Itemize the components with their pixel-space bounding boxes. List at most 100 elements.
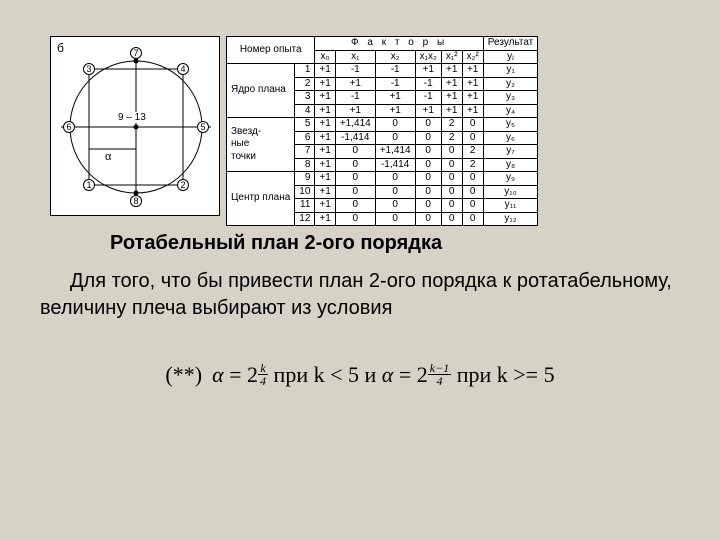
cell-y: y₆ — [483, 131, 537, 145]
table-row: Ядро плана1+1-1-1+1+1+1y₁ — [227, 64, 538, 78]
cell-n: 2 — [295, 77, 315, 91]
cell-n: 10 — [295, 185, 315, 199]
cell-x2: 0 — [375, 131, 415, 145]
cell-x1: +1,414 — [335, 118, 375, 132]
diagram-label-b: б — [57, 41, 64, 55]
cell-y: y₄ — [483, 104, 537, 118]
cell-x1: -1,414 — [335, 131, 375, 145]
cell-x2: -1 — [375, 64, 415, 78]
cell-x2sq: 0 — [462, 131, 483, 145]
table-body: Ядро плана1+1-1-1+1+1+1y₁2+1+1-1-1+1+1y₂… — [227, 64, 538, 226]
cell-n: 6 — [295, 131, 315, 145]
cell-x2sq: 0 — [462, 212, 483, 226]
cell-y: y₃ — [483, 91, 537, 105]
cell-y: y₂ — [483, 77, 537, 91]
cell-x1sq: 2 — [441, 118, 462, 132]
col-x2: x₂ — [375, 50, 415, 64]
cell-x2: +1 — [375, 104, 415, 118]
cell-n: 4 — [295, 104, 315, 118]
cell-x2: -1 — [375, 77, 415, 91]
cell-x0: +1 — [315, 91, 335, 105]
diagram-point-4: 4 — [177, 63, 189, 75]
cell-x1x2: 0 — [415, 158, 441, 172]
formula-tail: при k >= 5 — [451, 362, 554, 387]
table-row: Звезд-ныеточки5+1+1,4140020y₅ — [227, 118, 538, 132]
cell-x0: +1 — [315, 64, 335, 78]
diagram-svg — [51, 37, 221, 217]
cell-x2sq: +1 — [462, 91, 483, 105]
cell-x1sq: 2 — [441, 131, 462, 145]
cell-n: 12 — [295, 212, 315, 226]
cell-x1sq: 0 — [441, 158, 462, 172]
cell-x1sq: +1 — [441, 91, 462, 105]
formula-alpha-2: α — [382, 362, 394, 387]
cell-x0: +1 — [315, 158, 335, 172]
col-experiment-no: Номер опыта — [227, 37, 315, 64]
cell-x1x2: -1 — [415, 77, 441, 91]
cell-x1sq: +1 — [441, 104, 462, 118]
rotatable-plan-diagram: б 12345678 α 9 – 13 — [50, 36, 220, 216]
cell-y: y₁₁ — [483, 199, 537, 213]
cell-y: y₁ — [483, 64, 537, 78]
alpha-label: α — [105, 151, 111, 163]
col-x1: x₁ — [335, 50, 375, 64]
formula: (**) α = 2k4 при k < 5 и α = 2k−14 при k… — [0, 362, 720, 388]
formula-eq-1: = — [224, 362, 247, 387]
cell-n: 1 — [295, 64, 315, 78]
cell-x2: +1 — [375, 91, 415, 105]
diagram-point-8: 8 — [130, 195, 142, 207]
cell-x1sq: 0 — [441, 145, 462, 159]
cell-n: 5 — [295, 118, 315, 132]
top-row: б 12345678 α 9 – 13 Н — [50, 36, 538, 226]
col-yj: yⱼ — [483, 50, 537, 64]
row-group-label: Звезд-ныеточки — [227, 118, 295, 172]
cell-x0: +1 — [315, 185, 335, 199]
cell-y: y₇ — [483, 145, 537, 159]
cell-x1x2: 0 — [415, 131, 441, 145]
cell-x2: -1,414 — [375, 158, 415, 172]
col-x0: x₀ — [315, 50, 335, 64]
cell-x2sq: 0 — [462, 118, 483, 132]
cell-x1: +1 — [335, 104, 375, 118]
cell-y: y₁₂ — [483, 212, 537, 226]
cell-x2sq: 2 — [462, 158, 483, 172]
diagram-point-2: 2 — [177, 179, 189, 191]
cell-x0: +1 — [315, 131, 335, 145]
cell-x2sq: +1 — [462, 77, 483, 91]
formula-alpha-1: α — [212, 362, 224, 387]
cell-x1: 0 — [335, 212, 375, 226]
cell-x0: +1 — [315, 77, 335, 91]
cell-x1: 0 — [335, 172, 375, 186]
cell-x1: 0 — [335, 145, 375, 159]
cell-n: 11 — [295, 199, 315, 213]
section-heading: Ротабельный план 2-ого порядка — [110, 232, 442, 255]
cell-x2sq: +1 — [462, 104, 483, 118]
cell-x0: +1 — [315, 118, 335, 132]
cell-x1: 0 — [335, 199, 375, 213]
cell-x1x2: -1 — [415, 91, 441, 105]
cell-x2: 0 — [375, 172, 415, 186]
formula-mid: при k < 5 и — [268, 362, 382, 387]
cell-y: y₈ — [483, 158, 537, 172]
row-group-label: Центр плана — [227, 172, 295, 226]
cell-x1sq: +1 — [441, 77, 462, 91]
formula-prefix: (**) — [165, 362, 202, 388]
cell-n: 7 — [295, 145, 315, 159]
cell-n: 3 — [295, 91, 315, 105]
formula-eq-2: = — [393, 362, 416, 387]
formula-exp-1: k4 — [258, 362, 268, 387]
cell-x2sq: 0 — [462, 172, 483, 186]
cell-x1x2: 0 — [415, 212, 441, 226]
cell-x1: 0 — [335, 158, 375, 172]
col-factors: Ф а к т о р ы — [315, 37, 483, 51]
center-points-label: 9 – 13 — [118, 112, 146, 123]
col-x1x2: x₁x₂ — [415, 50, 441, 64]
cell-x2sq: 0 — [462, 185, 483, 199]
cell-x2sq: 2 — [462, 145, 483, 159]
cell-y: y₉ — [483, 172, 537, 186]
table-row: Центр плана9+100000y₉ — [227, 172, 538, 186]
cell-x1sq: 0 — [441, 172, 462, 186]
cell-x1x2: 0 — [415, 118, 441, 132]
cell-x1: +1 — [335, 77, 375, 91]
diagram-point-7: 7 — [130, 47, 142, 59]
